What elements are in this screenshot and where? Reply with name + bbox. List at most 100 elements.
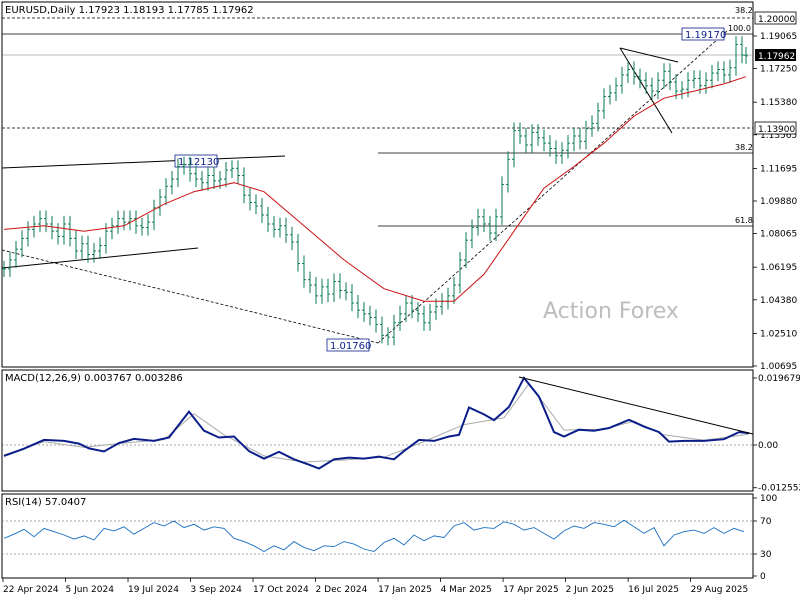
price-bar	[662, 63, 666, 89]
price-tick-label: 1.17250	[760, 65, 797, 75]
low-label-box	[326, 338, 370, 352]
price-bar	[530, 124, 534, 154]
price-bar	[26, 221, 30, 247]
price-bar	[260, 197, 264, 224]
price-bar	[98, 237, 102, 260]
price-bar	[182, 156, 186, 175]
price-bar	[638, 68, 642, 89]
x-tick-label: 19 Jul 2024	[128, 585, 179, 595]
price-bar	[554, 140, 558, 164]
price-tags: 1.20000 1.17962 1.13900	[754, 11, 797, 135]
price-bar	[632, 61, 636, 85]
price-bar	[488, 215, 492, 242]
price-bar	[2, 260, 6, 277]
rsi-tick-label: 100	[760, 494, 777, 504]
price-bar	[74, 230, 78, 260]
price-bar	[560, 142, 564, 164]
price-overlays	[1, 17, 753, 344]
price-tick-label: 1.00695	[760, 362, 797, 372]
rsi-panel-frame	[1, 493, 754, 579]
price-bar	[734, 36, 738, 76]
fib-top-100-label: 100.0	[728, 24, 751, 33]
macd-title: MACD(12,26,9) 0.003767 0.003286	[5, 373, 183, 384]
price-bar	[608, 84, 612, 105]
tag-support: 1.13900	[758, 125, 795, 135]
price-bar	[422, 305, 426, 331]
high-label: 1.19170	[685, 30, 726, 41]
tag-last-box	[755, 49, 796, 61]
price-bar	[614, 77, 618, 101]
price-bar	[116, 210, 120, 234]
price-bar	[704, 72, 708, 94]
price-bar	[452, 276, 456, 304]
x-tick-label: 16 Jul 2025	[628, 585, 679, 595]
price-bar	[158, 188, 162, 216]
price-bar	[686, 72, 690, 98]
price-bar	[404, 294, 408, 322]
price-bar	[398, 305, 402, 331]
tag-top-box	[754, 11, 797, 25]
price-bar	[80, 235, 84, 260]
price-bar	[344, 282, 348, 301]
price-bar	[446, 287, 450, 310]
price-bar	[386, 327, 390, 346]
price-bar	[110, 217, 114, 240]
price-bar	[320, 278, 324, 304]
price-bar	[332, 273, 336, 303]
x-tick-label: 22 Apr 2024	[3, 585, 59, 595]
price-tick-label: 1.06195	[760, 263, 797, 273]
tag-last: 1.17962	[758, 52, 795, 62]
price-tick-label: 1.15380	[760, 98, 797, 108]
price-bar	[92, 242, 96, 263]
macd-tick-label: 0.00	[758, 441, 778, 451]
price-bar	[416, 302, 420, 322]
price-bar	[368, 305, 372, 326]
x-tick-label: 17 Oct 2024	[253, 585, 309, 595]
price-bar	[206, 167, 210, 191]
low-label: 1.01760	[330, 341, 371, 352]
price-bar	[188, 156, 192, 182]
price-bar	[536, 124, 540, 146]
price-bar	[194, 165, 198, 188]
price-bar	[518, 122, 522, 145]
price-panel-frame	[1, 1, 754, 368]
x-axis: 22 Apr 2024 5 Jun 2024 19 Jul 2024 3 Sep 20…	[2, 578, 748, 595]
tag-support-box	[754, 121, 797, 135]
macd-tick-label: -0.012552	[758, 484, 800, 494]
macd-panel-frame	[1, 369, 754, 492]
price-bar	[458, 251, 462, 294]
price-tick-label: 1.04380	[760, 296, 797, 306]
price-bar	[620, 66, 624, 94]
price-bar	[14, 241, 18, 269]
price-bar	[410, 294, 414, 319]
price-bar	[596, 102, 600, 132]
price-bar	[152, 199, 156, 231]
price-bar	[476, 208, 480, 236]
price-tick-label: 1.08065	[760, 230, 797, 240]
price-tick-label: 1.19065	[760, 32, 797, 42]
price-tick-label: 1.13565	[760, 131, 797, 141]
price-bar	[512, 122, 516, 168]
price-bar	[680, 81, 684, 100]
price-bar	[290, 226, 294, 251]
price-bar	[722, 61, 726, 83]
price-bar	[62, 215, 66, 245]
x-tick-label: 5 Jun 2024	[66, 585, 115, 595]
price-bar	[494, 208, 498, 242]
macd-trend-line	[518, 376, 754, 435]
price-bar	[650, 77, 654, 100]
price-bar	[254, 194, 258, 215]
price-bar	[272, 215, 276, 238]
price-bar	[140, 217, 144, 236]
price-bar	[482, 208, 486, 233]
price-bar	[338, 273, 342, 299]
x-tick-label: 4 Mar 2025	[441, 585, 492, 595]
x-tick-label: 2 Dec 2024	[316, 585, 368, 595]
fib-top-382-label: 38.2	[735, 6, 753, 15]
dashed-trend-lower	[1, 249, 379, 344]
upper-channel-line	[1, 155, 286, 169]
price-bar	[644, 72, 648, 94]
price-bar	[716, 61, 720, 82]
fib-382-label: 38.2	[735, 143, 753, 152]
